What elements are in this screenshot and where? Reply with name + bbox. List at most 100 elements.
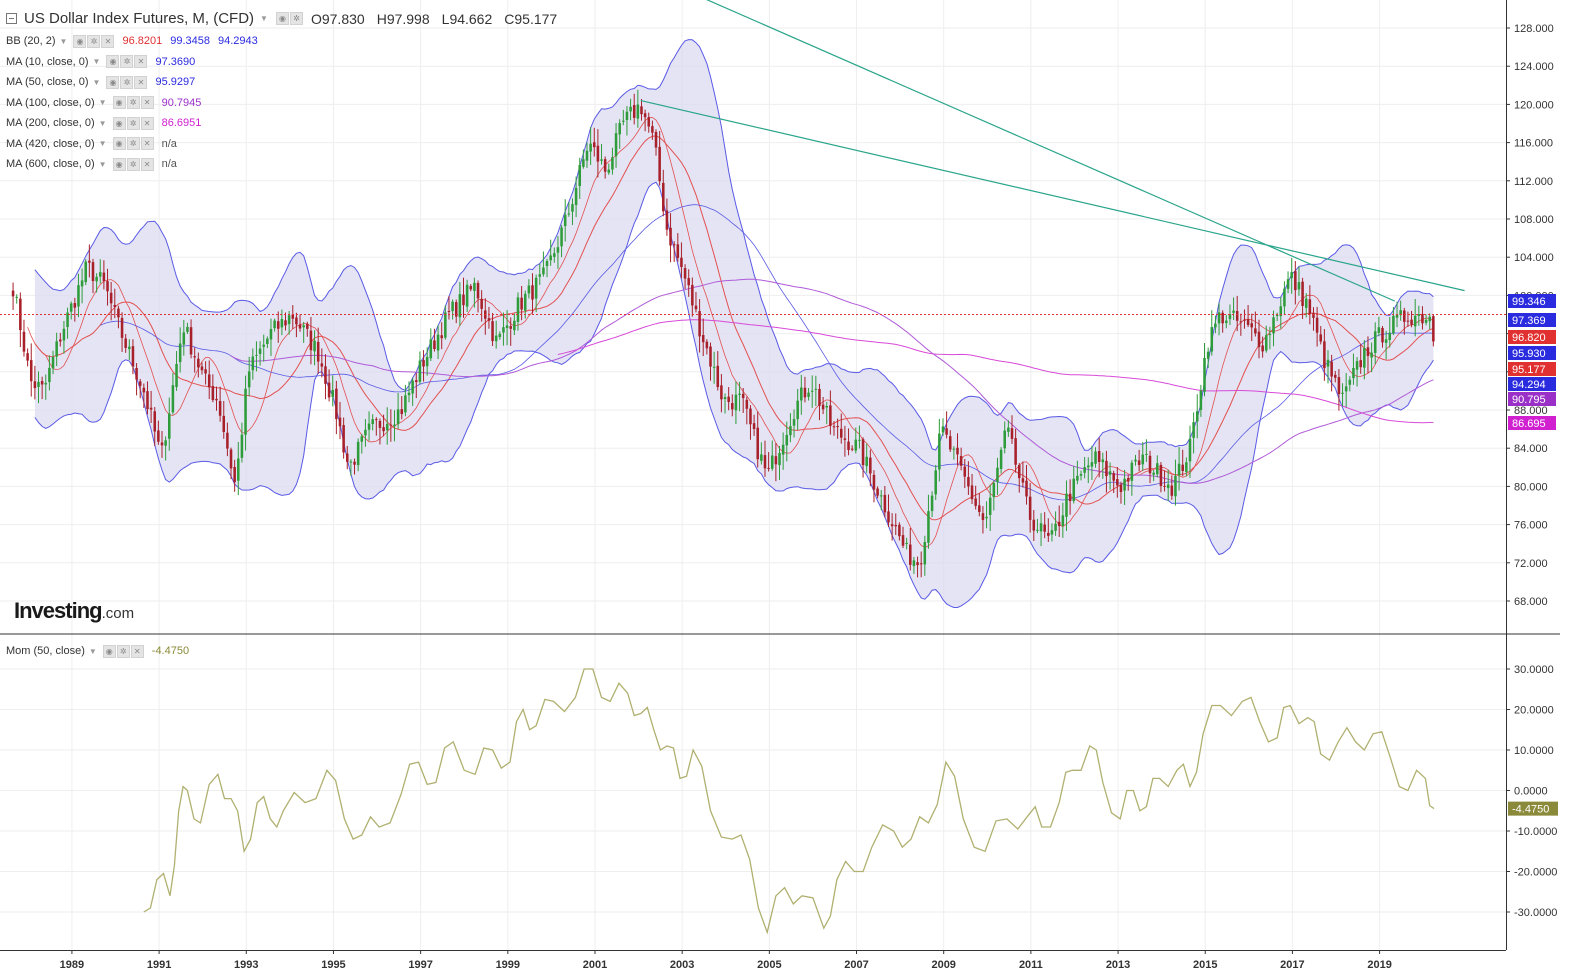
indicator-controls[interactable]: ◉ ✲ ✕	[112, 96, 154, 110]
candle-body	[1090, 462, 1094, 467]
candle-body	[44, 382, 48, 385]
chevron-down-icon[interactable]: ▼	[88, 646, 97, 656]
indicator-controls[interactable]: ◉ ✲ ✕	[106, 55, 148, 69]
indicator-value: 86.6951	[161, 117, 202, 130]
momentum-badge-label: -4.4750	[1512, 804, 1549, 816]
gear-icon[interactable]: ✲	[126, 137, 140, 151]
candle-body	[651, 126, 654, 133]
candle-body	[291, 314, 295, 319]
candle-body	[542, 267, 545, 275]
candle-body	[1043, 524, 1046, 532]
candle-body	[789, 426, 792, 436]
eye-icon[interactable]: ◉	[112, 96, 126, 110]
candle-body	[142, 387, 146, 393]
eye-icon[interactable]: ◉	[106, 75, 120, 89]
x-tick-label: 1989	[60, 959, 84, 971]
candle-body	[967, 476, 970, 487]
indicator-controls[interactable]: ◉ ✲ ✕	[106, 75, 148, 89]
candle-body	[1399, 310, 1402, 316]
chevron-down-icon[interactable]: ▼	[98, 139, 107, 149]
gear-icon[interactable]: ✲	[126, 96, 140, 110]
x-tick-label: 1995	[321, 959, 345, 971]
collapse-icon[interactable]	[6, 13, 17, 24]
close-icon[interactable]: ✕	[140, 96, 154, 110]
indicator-controls[interactable]: ◉ ✲ ✕	[112, 157, 154, 171]
indicator-controls[interactable]: ◉ ✲ ✕	[112, 137, 154, 151]
y-tick-label: 120.000	[1514, 99, 1554, 111]
eye-icon[interactable]: ◉	[73, 34, 87, 48]
eye-icon[interactable]: ◉	[106, 55, 120, 69]
eye-icon[interactable]: ◉	[275, 12, 289, 25]
indicator-controls[interactable]: ◉ ✲ ✕	[73, 34, 115, 48]
candle-body	[676, 244, 680, 258]
gear-icon[interactable]: ✲	[120, 55, 134, 69]
gear-icon[interactable]: ✲	[116, 644, 130, 658]
gear-icon[interactable]: ✲	[120, 75, 134, 89]
candle-body	[509, 326, 512, 329]
x-tick-label: 1993	[234, 959, 258, 971]
candle-body	[1363, 348, 1366, 368]
candle-body	[1225, 320, 1228, 324]
ma10-line	[27, 117, 1434, 548]
candle-body	[233, 466, 236, 483]
close-icon[interactable]: ✕	[140, 157, 154, 171]
candle-body	[1181, 464, 1184, 471]
candle-body	[444, 312, 447, 338]
candle-body	[178, 343, 182, 363]
chevron-down-icon[interactable]: ▼	[98, 118, 107, 128]
candle-body	[1032, 519, 1036, 531]
candle-body	[1010, 428, 1014, 439]
gear-icon[interactable]: ✲	[289, 12, 303, 25]
candle-body	[197, 358, 200, 368]
gear-icon[interactable]: ✲	[126, 157, 140, 171]
gear-icon[interactable]: ✲	[126, 116, 140, 130]
close-icon[interactable]: ✕	[101, 34, 115, 48]
candle-body	[26, 353, 29, 361]
candle-body	[218, 401, 222, 416]
eye-icon[interactable]: ◉	[112, 137, 126, 151]
chevron-down-icon[interactable]: ▼	[98, 159, 107, 169]
candle-body	[15, 296, 18, 298]
candle-body	[1076, 475, 1079, 481]
ma200-line	[557, 319, 1434, 424]
candle-body	[978, 505, 981, 512]
chevron-down-icon[interactable]: ▼	[92, 77, 101, 87]
eye-icon[interactable]: ◉	[112, 116, 126, 130]
indicator-controls[interactable]: ◉ ✲ ✕	[112, 116, 154, 130]
candle-body	[992, 482, 996, 498]
eye-icon[interactable]: ◉	[112, 157, 126, 171]
close-icon[interactable]: ✕	[134, 75, 148, 89]
candle-body	[1145, 453, 1148, 455]
candle-body	[1021, 478, 1025, 483]
candle-body	[429, 339, 433, 359]
y-tick-label: 128.000	[1514, 23, 1554, 35]
axis-badge-label: 95.177	[1512, 364, 1546, 376]
eye-icon[interactable]: ◉	[102, 644, 116, 658]
x-tick-label: 2009	[931, 959, 955, 971]
close-icon[interactable]: ✕	[130, 644, 144, 658]
candle-body	[313, 340, 316, 352]
chevron-down-icon[interactable]: ▼	[59, 36, 68, 46]
y-tick-label: -30.0000	[1514, 907, 1557, 919]
chevron-down-icon[interactable]: ▼	[92, 57, 101, 67]
close-icon[interactable]: ✕	[134, 55, 148, 69]
close-icon[interactable]: ✕	[140, 116, 154, 130]
chevron-down-icon[interactable]: ▼	[98, 98, 107, 108]
candle-body	[11, 290, 15, 297]
candle-body	[534, 277, 538, 299]
candle-body	[1065, 493, 1068, 517]
series-controls[interactable]: ◉ ✲	[275, 12, 303, 25]
candle-body	[781, 444, 785, 455]
candle-body	[440, 335, 443, 339]
candle-body	[164, 440, 167, 446]
candle-body	[1141, 454, 1145, 465]
candle-body	[611, 157, 614, 170]
gear-icon[interactable]: ✲	[87, 34, 101, 48]
candle-body	[404, 395, 407, 413]
candle-body	[705, 341, 709, 349]
indicator-controls[interactable]: ◉ ✲ ✕	[102, 644, 144, 658]
chevron-down-icon[interactable]: ▼	[260, 14, 268, 23]
candle-body	[680, 257, 683, 268]
close-icon[interactable]: ✕	[140, 137, 154, 151]
